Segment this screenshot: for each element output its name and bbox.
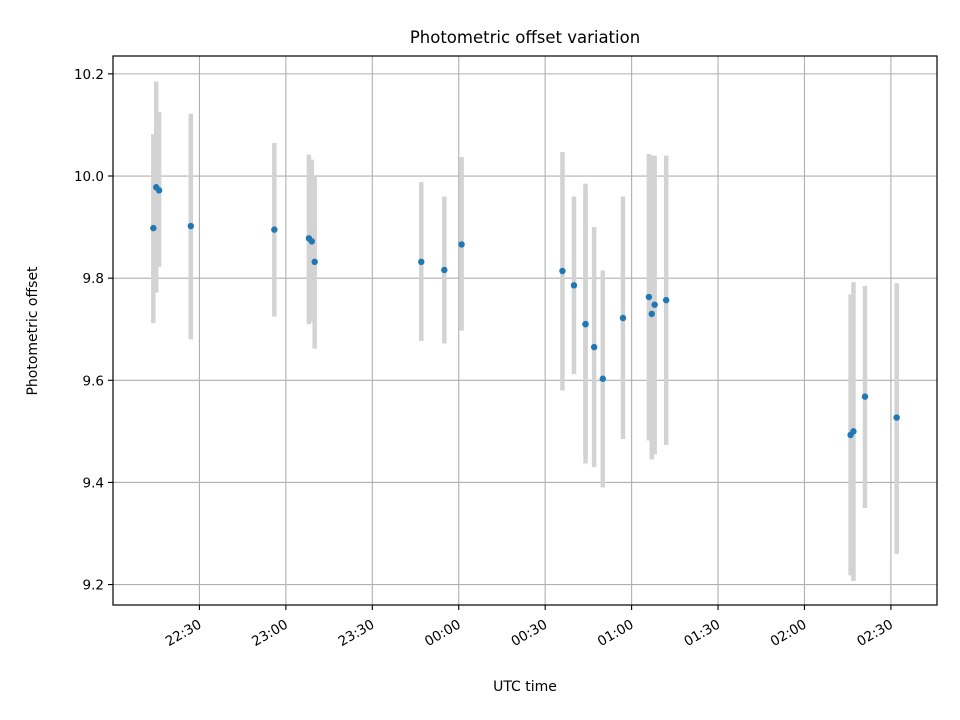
data-point [570,282,578,289]
chart-title: Photometric offset variation [410,28,640,47]
data-point [187,222,194,230]
data-point [651,301,658,308]
data-point [559,267,566,275]
grid [113,56,937,605]
y-axis-ticks: 9.2 9.4 9.6 9.8 10.0 10.2 [74,67,113,594]
y-tick-label: 10.0 [74,169,104,185]
y-tick-label: 9.2 [83,578,104,594]
data-point [861,393,869,400]
y-tick-label: 9.8 [83,271,104,287]
y-axis-label: Photometric offset [25,266,41,396]
data-point [271,226,278,233]
data-point [599,375,606,382]
data-point [155,187,163,194]
data-point [441,266,448,274]
data-point [893,414,900,421]
data-point [619,314,627,322]
data-point [308,238,315,245]
y-tick-label: 10.2 [74,67,104,83]
data-point [150,224,157,232]
y-tick-label: 9.4 [83,475,104,491]
data-point [458,241,465,248]
x-axis-label: UTC time [493,679,557,695]
plot-frame [112,55,938,606]
data-point [850,428,857,435]
data-points [150,184,900,439]
y-tick-label: 9.6 [83,373,104,389]
data-point [582,320,589,328]
data-point [590,343,598,351]
data-point [311,258,318,266]
data-point [648,310,655,318]
data-point [418,258,425,266]
data-point [645,293,653,301]
data-point [662,296,670,304]
